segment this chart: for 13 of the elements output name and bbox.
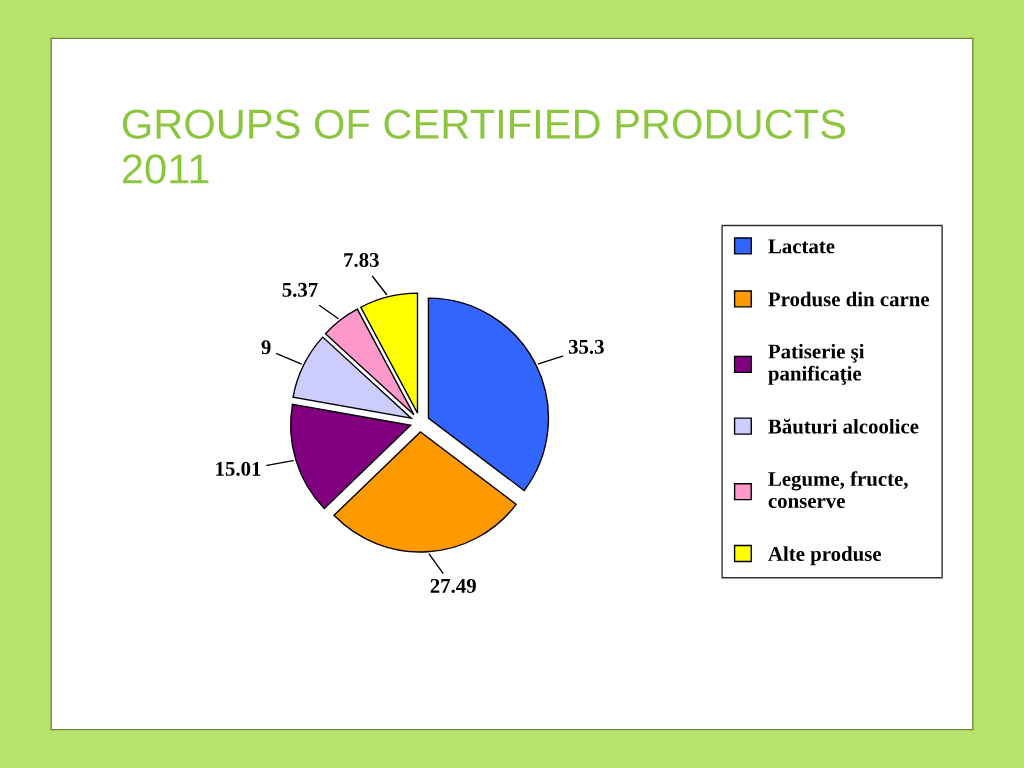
chart-title: GROUPS OF CERTIFIED PRODUCTS 2011: [122, 109, 846, 184]
data-label: 5.37: [282, 282, 318, 297]
data-label: 9: [261, 340, 271, 355]
legend-label: Băuturi alcoolice: [768, 418, 919, 434]
legend-label: Alte produse: [768, 546, 882, 566]
legend-label: Produse din carne: [768, 291, 930, 307]
data-label: 7.83: [344, 252, 379, 268]
data-label: 15.01: [216, 461, 261, 476]
legend-label: Patiserie şi panificaţie: [768, 343, 865, 385]
legend-label: Lactate: [768, 239, 835, 254]
data-label: 27.49: [430, 578, 476, 594]
legend-label: Legume, fructe, conserve: [768, 471, 908, 508]
data-label: 35.3: [568, 339, 604, 354]
